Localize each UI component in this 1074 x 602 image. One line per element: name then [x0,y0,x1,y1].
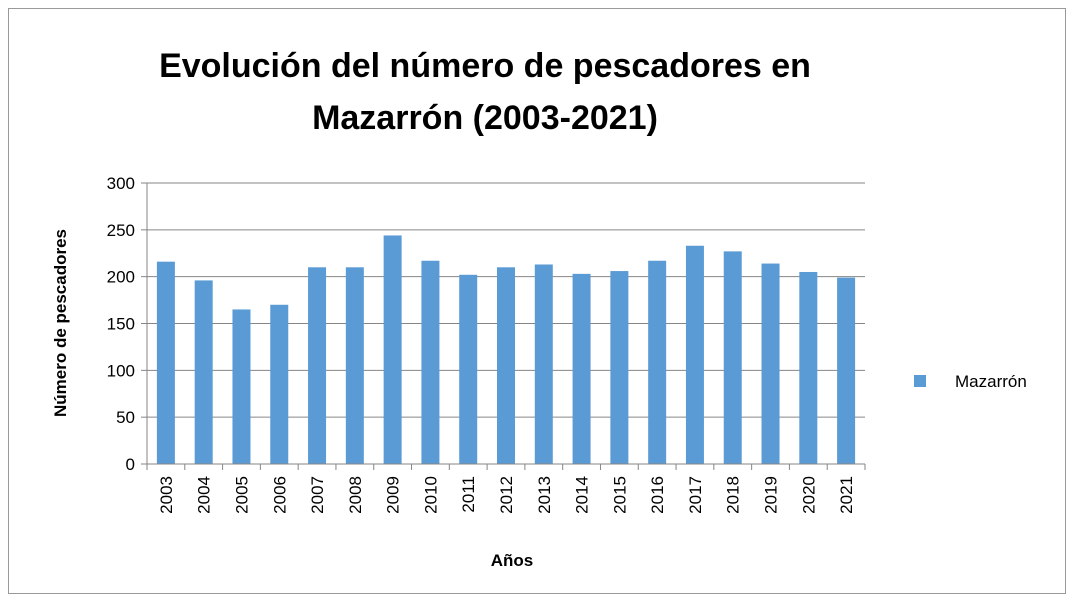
bar [761,263,780,464]
bar [459,274,478,464]
bar [572,273,591,464]
y-tick-label: 150 [107,315,135,334]
x-tick-label: 2008 [346,476,365,514]
x-tick-label: 2015 [610,476,629,514]
y-tick-label: 300 [107,174,135,193]
y-tick-label: 50 [116,408,135,427]
x-tick-label: 2003 [157,476,176,514]
x-tick-label: 2009 [384,476,403,514]
bar [837,277,856,464]
x-axis-title: Años [491,551,534,570]
x-tick-label: 2019 [762,476,781,514]
legend-label: Mazarrón [955,372,1027,391]
y-axis-title: Número de pescadores [51,229,70,417]
bar [194,280,213,464]
x-tick-label: 2018 [724,476,743,514]
x-tick-label: 2006 [270,476,289,514]
x-tick-label: 2014 [573,476,592,514]
bar [421,260,440,464]
bar [685,245,704,464]
bar [232,309,251,464]
x-tick-label: 2020 [799,476,818,514]
bar [799,271,818,464]
x-tick-label: 2004 [195,476,214,514]
bar [723,251,742,464]
bar [610,271,629,464]
bar [308,267,327,464]
x-tick-label: 2005 [232,476,251,514]
y-tick-label: 100 [107,361,135,380]
x-tick-label: 2013 [535,476,554,514]
bar [497,267,515,464]
bar [648,260,667,464]
x-tick-label: 2010 [421,476,440,514]
x-tick-label: 2017 [686,476,705,514]
x-tick-label: 2012 [497,476,516,514]
x-tick-label: 2016 [648,476,667,514]
bar [383,235,402,464]
bar [345,267,364,464]
y-tick-label: 0 [126,455,135,474]
x-tick-label: 2011 [459,476,478,513]
bar [270,304,289,464]
bar [156,261,175,464]
bar [534,264,553,464]
chart-title: Evolución del número de pescadores en Ma… [159,47,811,137]
y-tick-label: 250 [107,221,135,240]
x-tick-label: 2007 [308,476,327,514]
legend-swatch [914,375,926,387]
y-tick-label: 200 [107,268,135,287]
x-tick-label: 2021 [837,476,856,514]
